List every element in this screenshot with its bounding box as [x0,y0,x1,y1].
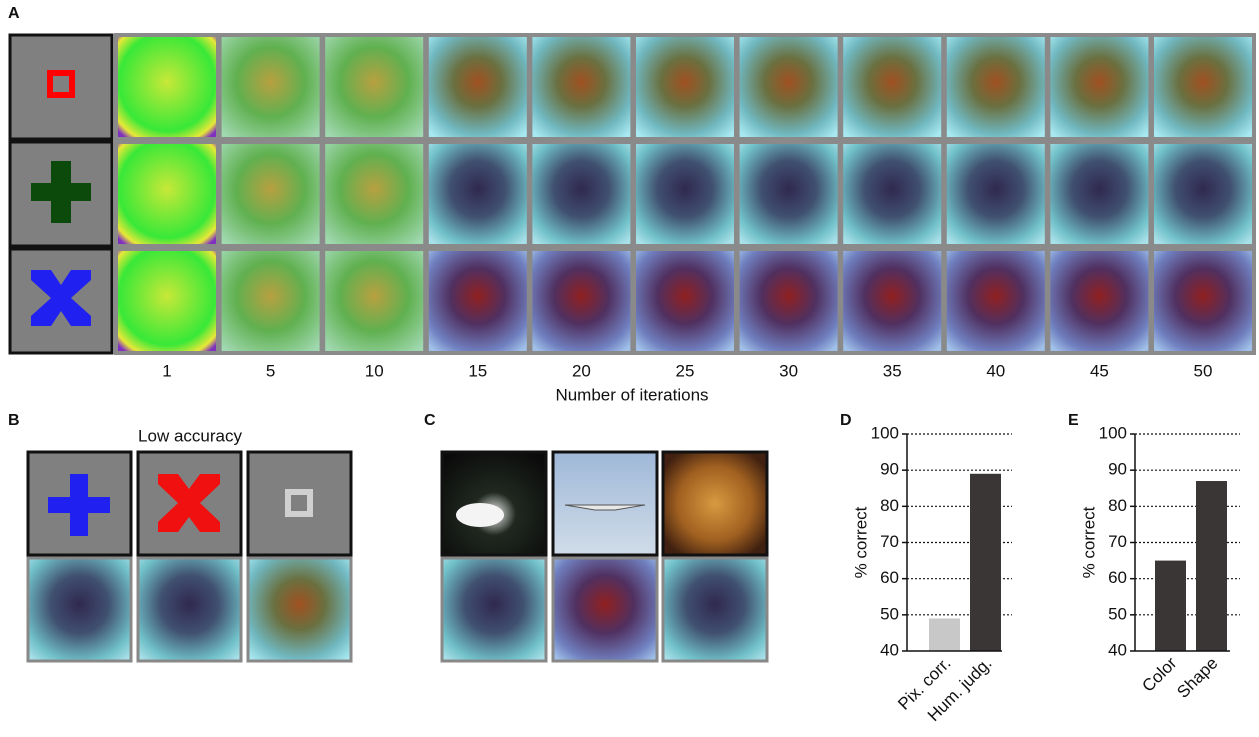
reconstruction-image [843,37,941,137]
reconstruction-image [636,144,734,244]
reconstruction-image [118,251,216,351]
reconstruction-image [636,251,734,351]
reconstruction-image [429,37,527,137]
y-tick-label: 100 [871,423,899,442]
reconstruction-image [740,144,838,244]
reconstruction-image [843,144,941,244]
iteration-label: 30 [779,361,798,380]
bar [1196,481,1227,651]
iteration-label: 5 [266,361,275,380]
reconstruction-image [429,251,527,351]
reconstruction-image [325,251,423,351]
iteration-label: 15 [468,361,487,380]
reconstruction-image [553,558,657,661]
reconstruction-image [947,37,1045,137]
y-axis-label: % correct [1079,506,1098,578]
y-tick-label: 70 [1108,532,1127,551]
y-tick-label: 90 [1108,460,1127,479]
iteration-label: 45 [1090,361,1109,380]
y-tick-label: 60 [1108,568,1127,587]
figure: A Number of iterations B Low accuracy C … [0,0,1259,732]
panel-label: A [8,5,20,22]
reconstruction-image [118,144,216,244]
reconstruction-image [222,37,320,137]
reconstruction-image [740,251,838,351]
reconstruction-image [1050,144,1148,244]
y-tick-label: 100 [1099,423,1127,442]
panel-label: E [1068,412,1079,429]
y-tick-label: 80 [880,496,899,515]
y-tick-label: 50 [1108,604,1127,623]
panel-label: C [424,412,436,429]
y-axis-label: % correct [851,506,870,578]
reconstruction-image [429,144,527,244]
iteration-label: 25 [676,361,695,380]
x-axis-label: Number of iterations [555,385,708,404]
reconstruction-image [28,558,131,661]
reconstruction-image [138,558,241,661]
y-tick-label: 50 [880,604,899,623]
reconstruction-image [532,144,630,244]
reconstruction-image [1154,251,1252,351]
reconstruction-image [1154,144,1252,244]
iteration-label: 50 [1194,361,1213,380]
y-tick-label: 40 [880,640,899,659]
y-tick-label: 80 [1108,496,1127,515]
bar [1155,561,1186,651]
reconstruction-image [222,144,320,244]
reconstruction-image [325,144,423,244]
panel-label: B [8,412,20,429]
reconstruction-image [843,251,941,351]
reconstruction-image [442,558,546,661]
y-tick-label: 90 [880,460,899,479]
reconstruction-image [248,558,351,661]
reconstruction-image [532,37,630,137]
reconstruction-image [1050,37,1148,137]
reconstruction-image [325,37,423,137]
bar [929,618,960,651]
reconstruction-image [947,144,1045,244]
y-tick-label: 70 [880,532,899,551]
iteration-label: 20 [572,361,591,380]
iteration-label: 40 [986,361,1005,380]
y-tick-label: 40 [1108,640,1127,659]
reconstruction-image [222,251,320,351]
reconstruction-image [663,558,767,661]
iteration-label: 10 [365,361,384,380]
panel-title: Low accuracy [138,426,242,445]
reconstruction-image [1050,251,1148,351]
reconstruction-image [1154,37,1252,137]
panel-label: D [840,412,852,429]
reconstruction-image [118,37,216,137]
iteration-label: 35 [883,361,902,380]
reconstruction-image [532,251,630,351]
bar [970,474,1001,651]
reconstruction-image [740,37,838,137]
reconstruction-image [636,37,734,137]
y-tick-label: 60 [880,568,899,587]
x-tick-label: Shape [1173,654,1221,702]
reconstruction-image [947,251,1045,351]
iteration-label: 1 [162,361,171,380]
